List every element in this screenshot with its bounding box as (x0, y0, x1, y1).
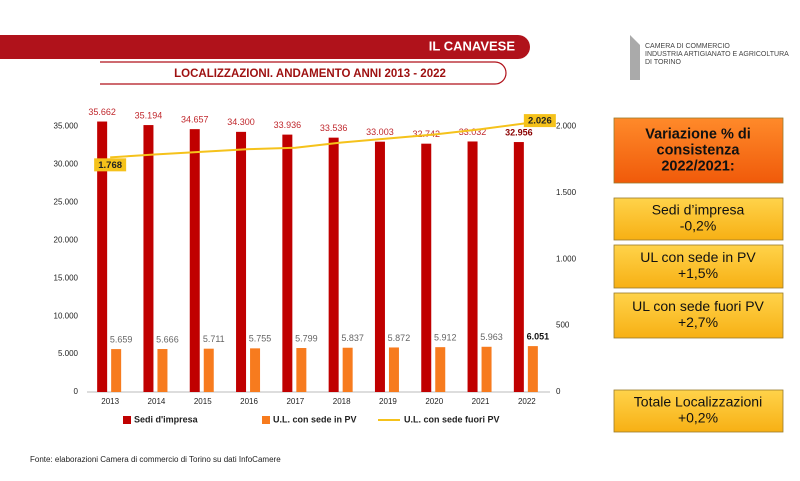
data-label: 5.799 (295, 333, 318, 343)
bar (342, 347, 353, 392)
bar (189, 129, 200, 392)
header-band (0, 35, 530, 59)
data-label: 35.194 (135, 110, 163, 120)
x-tick-label: 2017 (286, 397, 304, 406)
data-label: 5.755 (249, 334, 272, 344)
y-tick-label: 10.000 (54, 311, 79, 320)
header-title: IL CANAVESE (429, 38, 516, 53)
logo-text: INDUSTRIA ARTIGIANATO E AGRICOLTURA (645, 51, 789, 58)
y2-tick-label: 500 (556, 321, 570, 330)
source-note: Fonte: elaborazioni Camera di commercio … (30, 455, 281, 464)
info-box-text: UL con sede fuori PV (632, 298, 764, 314)
bar (236, 131, 247, 392)
logo-text: DI TORINO (645, 59, 681, 66)
y2-tick-label: 0 (556, 387, 561, 396)
logo-icon (630, 35, 640, 80)
data-label: 5.659 (110, 334, 133, 344)
info-box (613, 292, 784, 339)
bar (513, 142, 524, 392)
data-label: 5.963 (480, 332, 503, 342)
data-label: 5.711 (203, 334, 225, 344)
x-tick-label: 2015 (194, 397, 212, 406)
bar (467, 141, 478, 392)
y2-tick-label: 2.000 (556, 122, 577, 131)
info-box-text: consistenza (657, 142, 741, 158)
y2-tick-label: 1.500 (556, 188, 577, 197)
logo-text: CAMERA DI COMMERCIO (645, 43, 730, 50)
legend-swatch (262, 416, 270, 424)
x-tick-label: 2020 (425, 397, 443, 406)
y-tick-label: 5.000 (58, 349, 79, 358)
y-tick-label: 25.000 (54, 197, 79, 206)
x-tick-label: 2013 (101, 397, 119, 406)
bar (527, 346, 538, 392)
data-label-box (523, 114, 556, 128)
bar (250, 348, 261, 392)
y-tick-label: 0 (74, 387, 79, 396)
bar (97, 121, 108, 393)
info-box-text: Totale Localizzazioni (634, 394, 762, 410)
info-box (613, 244, 784, 289)
data-label: 1.768 (98, 160, 122, 171)
x-tick-label: 2016 (240, 397, 258, 406)
y-tick-label: 20.000 (54, 235, 79, 244)
data-label-box (94, 158, 127, 172)
legend-label: U.L. con sede in PV (273, 414, 357, 424)
data-label: 6.051 (527, 331, 550, 341)
x-tick-label: 2022 (518, 397, 536, 406)
info-box-text: UL con sede in PV (640, 249, 756, 265)
info-box-text: Variazione % di (645, 126, 751, 142)
subtitle: LOCALIZZAZIONI. ANDAMENTO ANNI 2013 - 20… (174, 68, 446, 80)
info-box-text: Sedi d’impresa (652, 202, 745, 218)
data-label: 32.956 (505, 127, 533, 137)
bar (435, 347, 446, 392)
legend-swatch (123, 416, 131, 424)
bar (328, 137, 339, 392)
x-tick-label: 2021 (472, 397, 490, 406)
bar (282, 134, 293, 392)
data-label: 2.026 (528, 116, 552, 127)
data-label: 34.657 (181, 115, 209, 125)
y-tick-label: 30.000 (54, 160, 79, 169)
y2-tick-label: 1.000 (556, 254, 577, 263)
bar (388, 347, 399, 392)
bar (203, 348, 214, 392)
y-tick-label: 15.000 (54, 273, 79, 282)
data-label: 33.536 (320, 123, 348, 133)
bar (111, 349, 122, 392)
data-label: 33.032 (459, 127, 487, 137)
data-label: 33.003 (366, 127, 394, 137)
x-tick-label: 2018 (333, 397, 351, 406)
data-label: 32.742 (412, 129, 440, 139)
bar (421, 143, 432, 392)
legend-label: Sedi d'impresa (134, 414, 199, 424)
data-label: 5.912 (434, 333, 457, 343)
info-box (613, 197, 784, 241)
data-label: 34.300 (227, 117, 255, 127)
info-box-text: -0,2% (680, 218, 717, 234)
data-label: 5.872 (388, 333, 411, 343)
bar (481, 346, 492, 392)
data-label: 5.666 (156, 334, 179, 344)
bar (296, 348, 307, 392)
bar (157, 349, 168, 392)
bar (374, 141, 385, 392)
data-label: 5.837 (341, 333, 364, 343)
legend-label: U.L. con sede fuori PV (404, 414, 500, 424)
info-box-text: 2022/2021: (661, 158, 734, 174)
line (110, 122, 527, 159)
y-tick-label: 35.000 (54, 122, 79, 131)
x-tick-label: 2014 (148, 397, 166, 406)
info-box (613, 117, 784, 184)
info-box-text: +1,5% (678, 265, 718, 281)
data-label: 35.662 (88, 107, 116, 117)
x-tick-label: 2019 (379, 397, 397, 406)
info-box (613, 389, 784, 433)
info-box-text: +2,7% (678, 314, 718, 330)
data-label: 33.936 (274, 120, 302, 130)
bar (143, 125, 154, 392)
info-box-text: +0,2% (678, 410, 718, 426)
subtitle-frame (100, 61, 507, 85)
